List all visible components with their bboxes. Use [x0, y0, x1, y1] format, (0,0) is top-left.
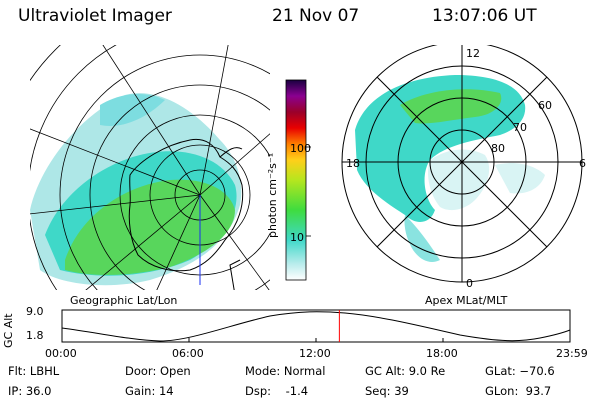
- track-ymin: 1.8: [26, 329, 44, 342]
- seq-info: Seq: 39: [365, 384, 409, 398]
- gain-info: Gain: 14: [125, 384, 174, 398]
- mlt-label-noon: 12: [466, 47, 480, 60]
- mlat-label-80: 80: [491, 142, 505, 155]
- date-label: 21 Nov 07: [272, 6, 360, 26]
- colorbar-scale: [285, 79, 307, 281]
- altitude-curve: [61, 311, 571, 342]
- track-axis-title: GC Alt: [2, 313, 15, 348]
- auroral-oval: [355, 75, 545, 262]
- mode-info: Mode: Normal: [245, 364, 326, 378]
- track-tick-1800: 18:00: [426, 347, 458, 360]
- altitude-track: [61, 309, 571, 343]
- mlt-label-dawn: 6: [579, 157, 586, 170]
- track-tick-2359: 23:59: [556, 347, 588, 360]
- antarctica-coastline: [128, 138, 244, 290]
- left-panel-label: Geographic Lat/Lon: [70, 294, 178, 307]
- track-tick-0000: 00:00: [45, 347, 77, 360]
- mlat-label-60: 60: [538, 99, 552, 112]
- colorbar: [285, 79, 311, 281]
- ip-info: IP: 36.0: [8, 384, 52, 398]
- track-tick-0600: 06:00: [172, 347, 204, 360]
- track-ymax: 9.0: [26, 305, 44, 318]
- mlat-grid: [341, 45, 583, 283]
- colorbar-unit-label: photon cm⁻²s⁻¹: [266, 152, 279, 238]
- right-panel-label: Apex MLat/MLT: [425, 294, 508, 307]
- mlt-label-midnight: 0: [466, 277, 473, 290]
- glat-info: GLat: −70.6: [485, 364, 555, 378]
- door-info: Door: Open: [125, 364, 191, 378]
- gc-alt-info: GC Alt: 9.0 Re: [365, 364, 446, 378]
- geographic-map: [30, 45, 270, 290]
- track-frame: [61, 309, 571, 343]
- glon-info: GLon: 93.7: [485, 384, 552, 398]
- dsp-info: Dsp: -1.4: [245, 384, 309, 398]
- track-tick-1200: 12:00: [299, 347, 331, 360]
- filter-info: Flt: LBHL: [8, 364, 60, 378]
- colorbar-tick-10: 10: [290, 231, 304, 244]
- colorbar-tick-100: 100: [290, 142, 311, 155]
- mlt-label-dusk: 18: [346, 157, 360, 170]
- left-emission: [30, 93, 242, 286]
- instrument-title: Ultraviolet Imager: [18, 6, 172, 26]
- lat-lon-grid: [30, 45, 270, 290]
- magnetic-map: [341, 45, 583, 283]
- time-label: 13:07:06 UT: [432, 6, 537, 26]
- mlat-label-70: 70: [513, 121, 527, 134]
